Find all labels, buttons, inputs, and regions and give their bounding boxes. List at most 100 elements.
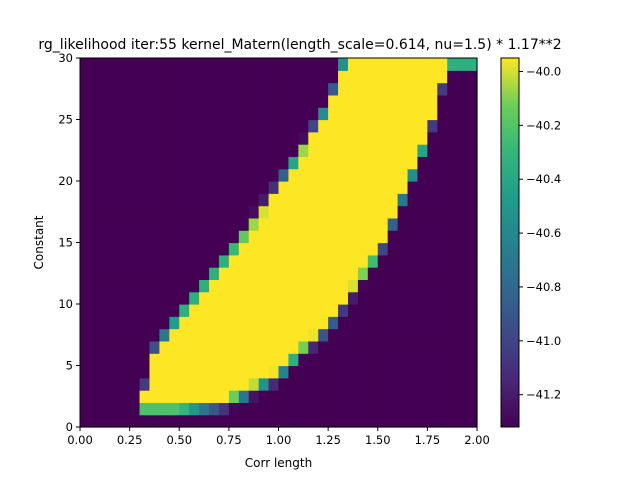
heatmap-cell [218, 144, 230, 157]
heatmap-cell [268, 316, 280, 330]
heatmap-cell [367, 107, 379, 121]
heatmap-cell [397, 193, 409, 207]
heatmap-cell [417, 230, 428, 244]
heatmap-cell [417, 304, 428, 317]
heatmap-cell [149, 205, 160, 219]
heatmap-cell [119, 58, 131, 71]
heatmap-cell [129, 328, 141, 342]
heatmap-cell [228, 390, 240, 403]
heatmap-cell [298, 70, 309, 84]
heatmap-cell [357, 242, 369, 256]
heatmap-cell [437, 181, 448, 194]
heatmap-cell [129, 291, 141, 305]
heatmap-cell [457, 181, 468, 194]
heatmap-cell [328, 353, 339, 367]
heatmap-cell [268, 402, 280, 416]
heatmap-cell [119, 217, 131, 231]
heatmap-cell [159, 304, 170, 317]
heatmap-cell [397, 402, 409, 416]
heatmap-cell [447, 156, 458, 170]
heatmap-cell [328, 144, 339, 157]
heatmap-cell [347, 168, 359, 182]
heatmap-cell [447, 353, 458, 367]
heatmap-cell [89, 279, 101, 293]
heatmap-cell [377, 70, 389, 84]
heatmap-cell [377, 377, 389, 391]
heatmap-cell [139, 414, 151, 428]
heatmap-cell [417, 181, 428, 194]
heatmap-cell [328, 82, 339, 96]
heatmap-cell [367, 58, 379, 71]
heatmap-cell [209, 168, 220, 182]
heatmap-cell [318, 304, 329, 317]
heatmap-cell [377, 242, 389, 256]
heatmap-cell [159, 242, 170, 256]
heatmap-cell [427, 254, 438, 268]
heatmap-cell [248, 279, 260, 293]
y-axis-label: Constant [32, 215, 46, 269]
heatmap-cell [139, 181, 151, 194]
heatmap-cell [338, 82, 349, 96]
heatmap-cell [99, 402, 111, 416]
heatmap-cell [387, 414, 399, 428]
heatmap-cell [318, 328, 329, 342]
heatmap-cell [437, 144, 448, 157]
heatmap-cell [189, 402, 200, 416]
heatmap-cell [357, 94, 369, 108]
heatmap-cell [89, 316, 101, 330]
heatmap-cell [338, 168, 349, 182]
heatmap-cell [109, 353, 121, 367]
heatmap-cell [437, 365, 448, 379]
heatmap-cell [308, 316, 319, 330]
heatmap-cell [347, 242, 359, 256]
heatmap-cell [397, 304, 409, 317]
heatmap-cell [357, 414, 369, 428]
heatmap-cell [447, 365, 458, 379]
heatmap-cell [119, 291, 131, 305]
heatmap-cell [129, 58, 141, 71]
heatmap-cell [437, 316, 448, 330]
colorbar: −40.0 −40.2 −40.4 −40.6 −40.8 −41.0 −41.2 [500, 57, 561, 428]
heatmap-cell [308, 365, 319, 379]
heatmap-cell [159, 193, 170, 207]
heatmap-cell [149, 70, 160, 84]
heatmap-cell [427, 291, 438, 305]
heatmap-cell [357, 168, 369, 182]
heatmap-cell [149, 254, 160, 268]
heatmap-cell [357, 58, 369, 71]
heatmap-cell [228, 414, 240, 428]
heatmap-cell [189, 205, 200, 219]
heatmap-cell [457, 205, 468, 219]
heatmap-cell [467, 267, 478, 280]
heatmap-cell [417, 119, 428, 133]
heatmap-cell [447, 279, 458, 293]
heatmap-cell [447, 193, 458, 207]
heatmap-cell [89, 168, 101, 182]
heatmap-cell [199, 119, 210, 133]
heatmap-cell [397, 254, 409, 268]
heatmap-cell [328, 107, 339, 121]
heatmap-cell [377, 58, 389, 71]
heatmap-cell [347, 328, 359, 342]
heatmap-cell [288, 340, 299, 354]
heatmap-cell [298, 304, 309, 317]
heatmap-cell [149, 168, 160, 182]
heatmap-cell [99, 304, 111, 317]
heatmap-cell [99, 217, 111, 231]
heatmap-cell [417, 340, 428, 354]
heatmap-cell [248, 205, 260, 219]
heatmap-cell [377, 119, 389, 133]
heatmap-cell [129, 205, 141, 219]
heatmap-cell [228, 254, 240, 268]
heatmap-cell [367, 340, 379, 354]
heatmap-cell [437, 328, 448, 342]
heatmap-cell [397, 131, 409, 145]
heatmap-cell [248, 107, 260, 121]
heatmap-cell [278, 94, 290, 108]
heatmap-cell [99, 205, 111, 219]
heatmap-cell [179, 181, 190, 194]
heatmap-cell [228, 242, 240, 256]
heatmap-cell [407, 70, 419, 84]
heatmap-cell [308, 304, 319, 317]
heatmap-cell [80, 230, 91, 244]
